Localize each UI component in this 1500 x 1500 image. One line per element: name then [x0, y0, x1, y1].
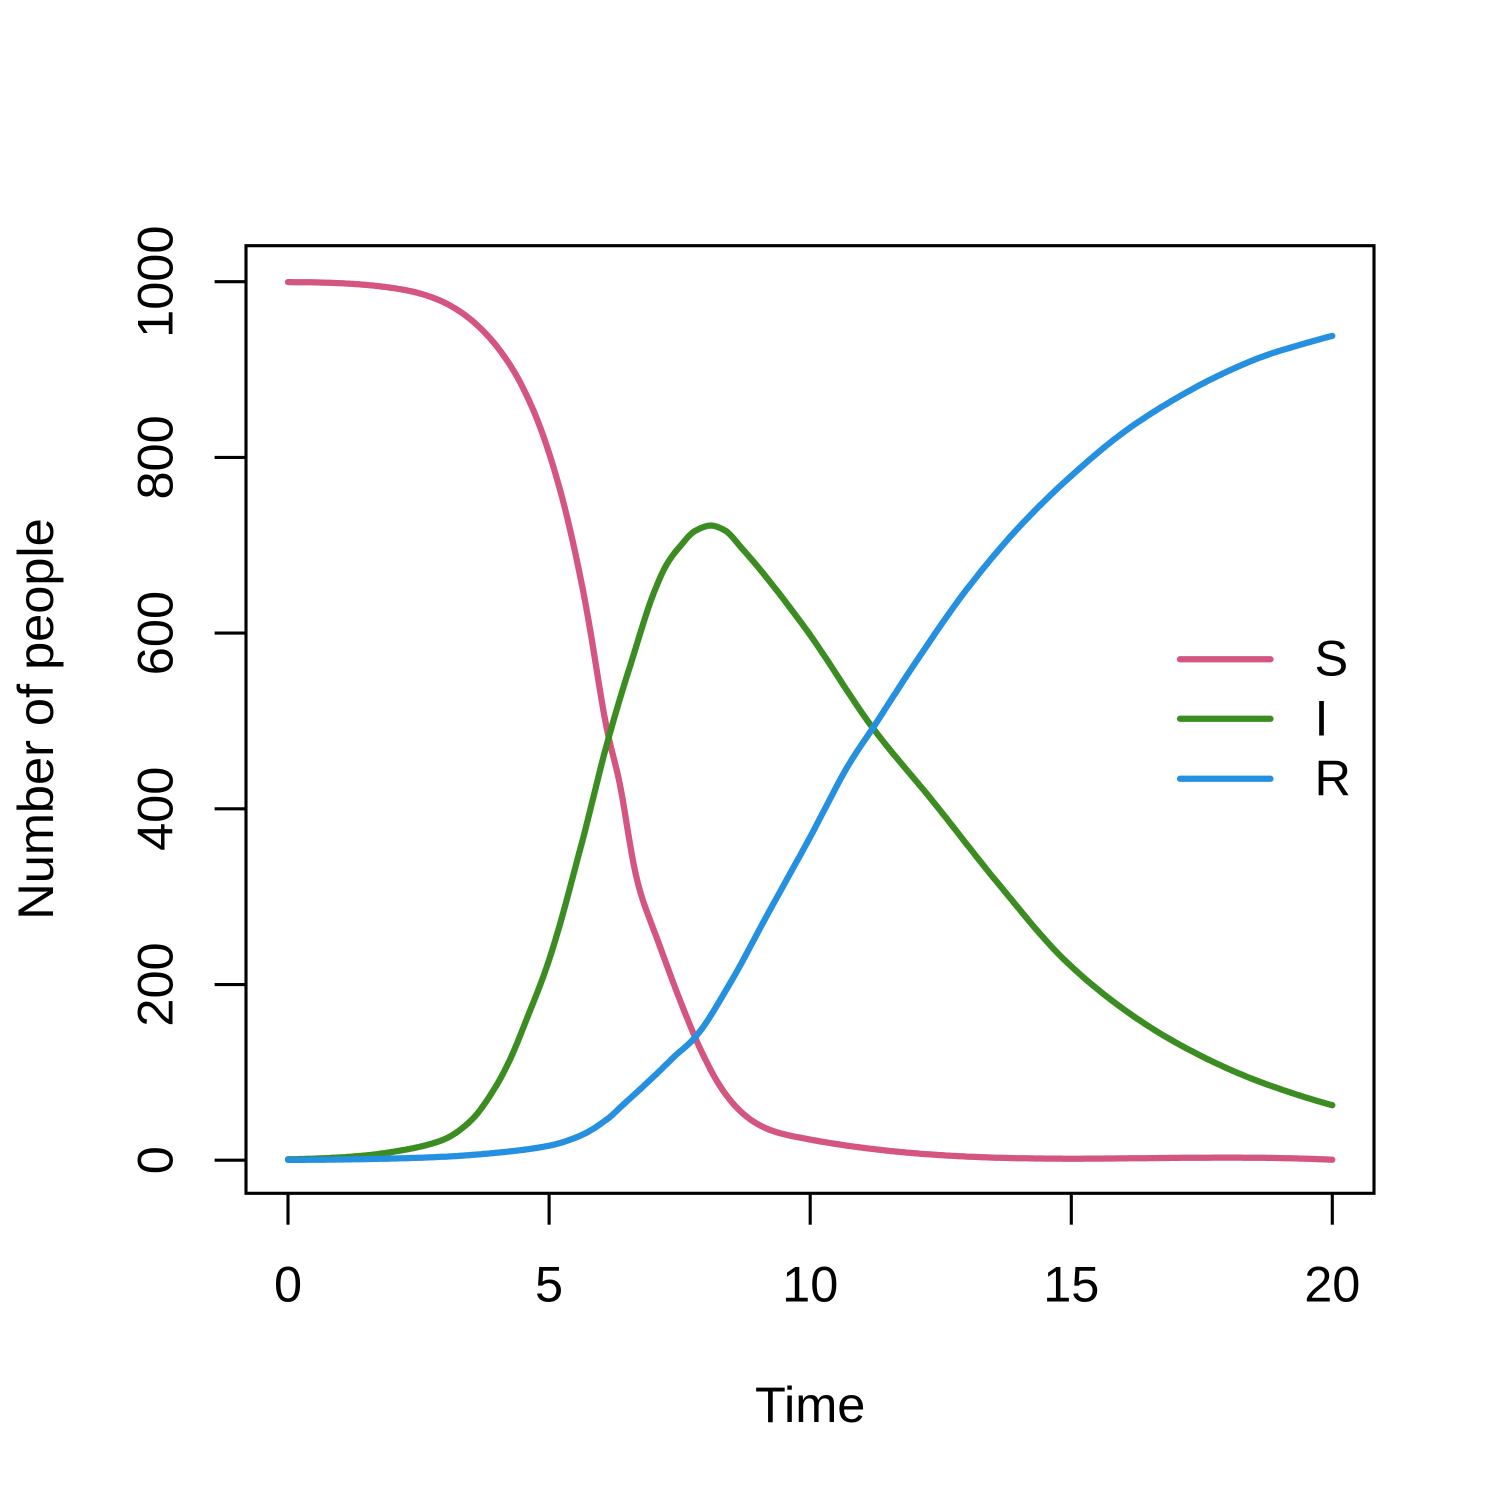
svg-text:800: 800: [127, 415, 184, 499]
svg-text:200: 200: [127, 942, 184, 1026]
svg-text:S: S: [1315, 630, 1349, 687]
svg-text:10: 10: [782, 1256, 838, 1313]
svg-text:600: 600: [127, 591, 184, 675]
svg-text:Number of people: Number of people: [7, 518, 64, 919]
svg-text:Time: Time: [755, 1376, 865, 1433]
svg-text:5: 5: [535, 1256, 563, 1313]
svg-text:1000: 1000: [127, 226, 184, 338]
svg-text:20: 20: [1304, 1256, 1360, 1313]
svg-text:R: R: [1315, 749, 1351, 806]
svg-text:15: 15: [1043, 1256, 1099, 1313]
svg-text:400: 400: [127, 767, 184, 851]
svg-text:I: I: [1315, 689, 1329, 746]
svg-text:0: 0: [127, 1146, 184, 1174]
svg-text:0: 0: [274, 1256, 302, 1313]
